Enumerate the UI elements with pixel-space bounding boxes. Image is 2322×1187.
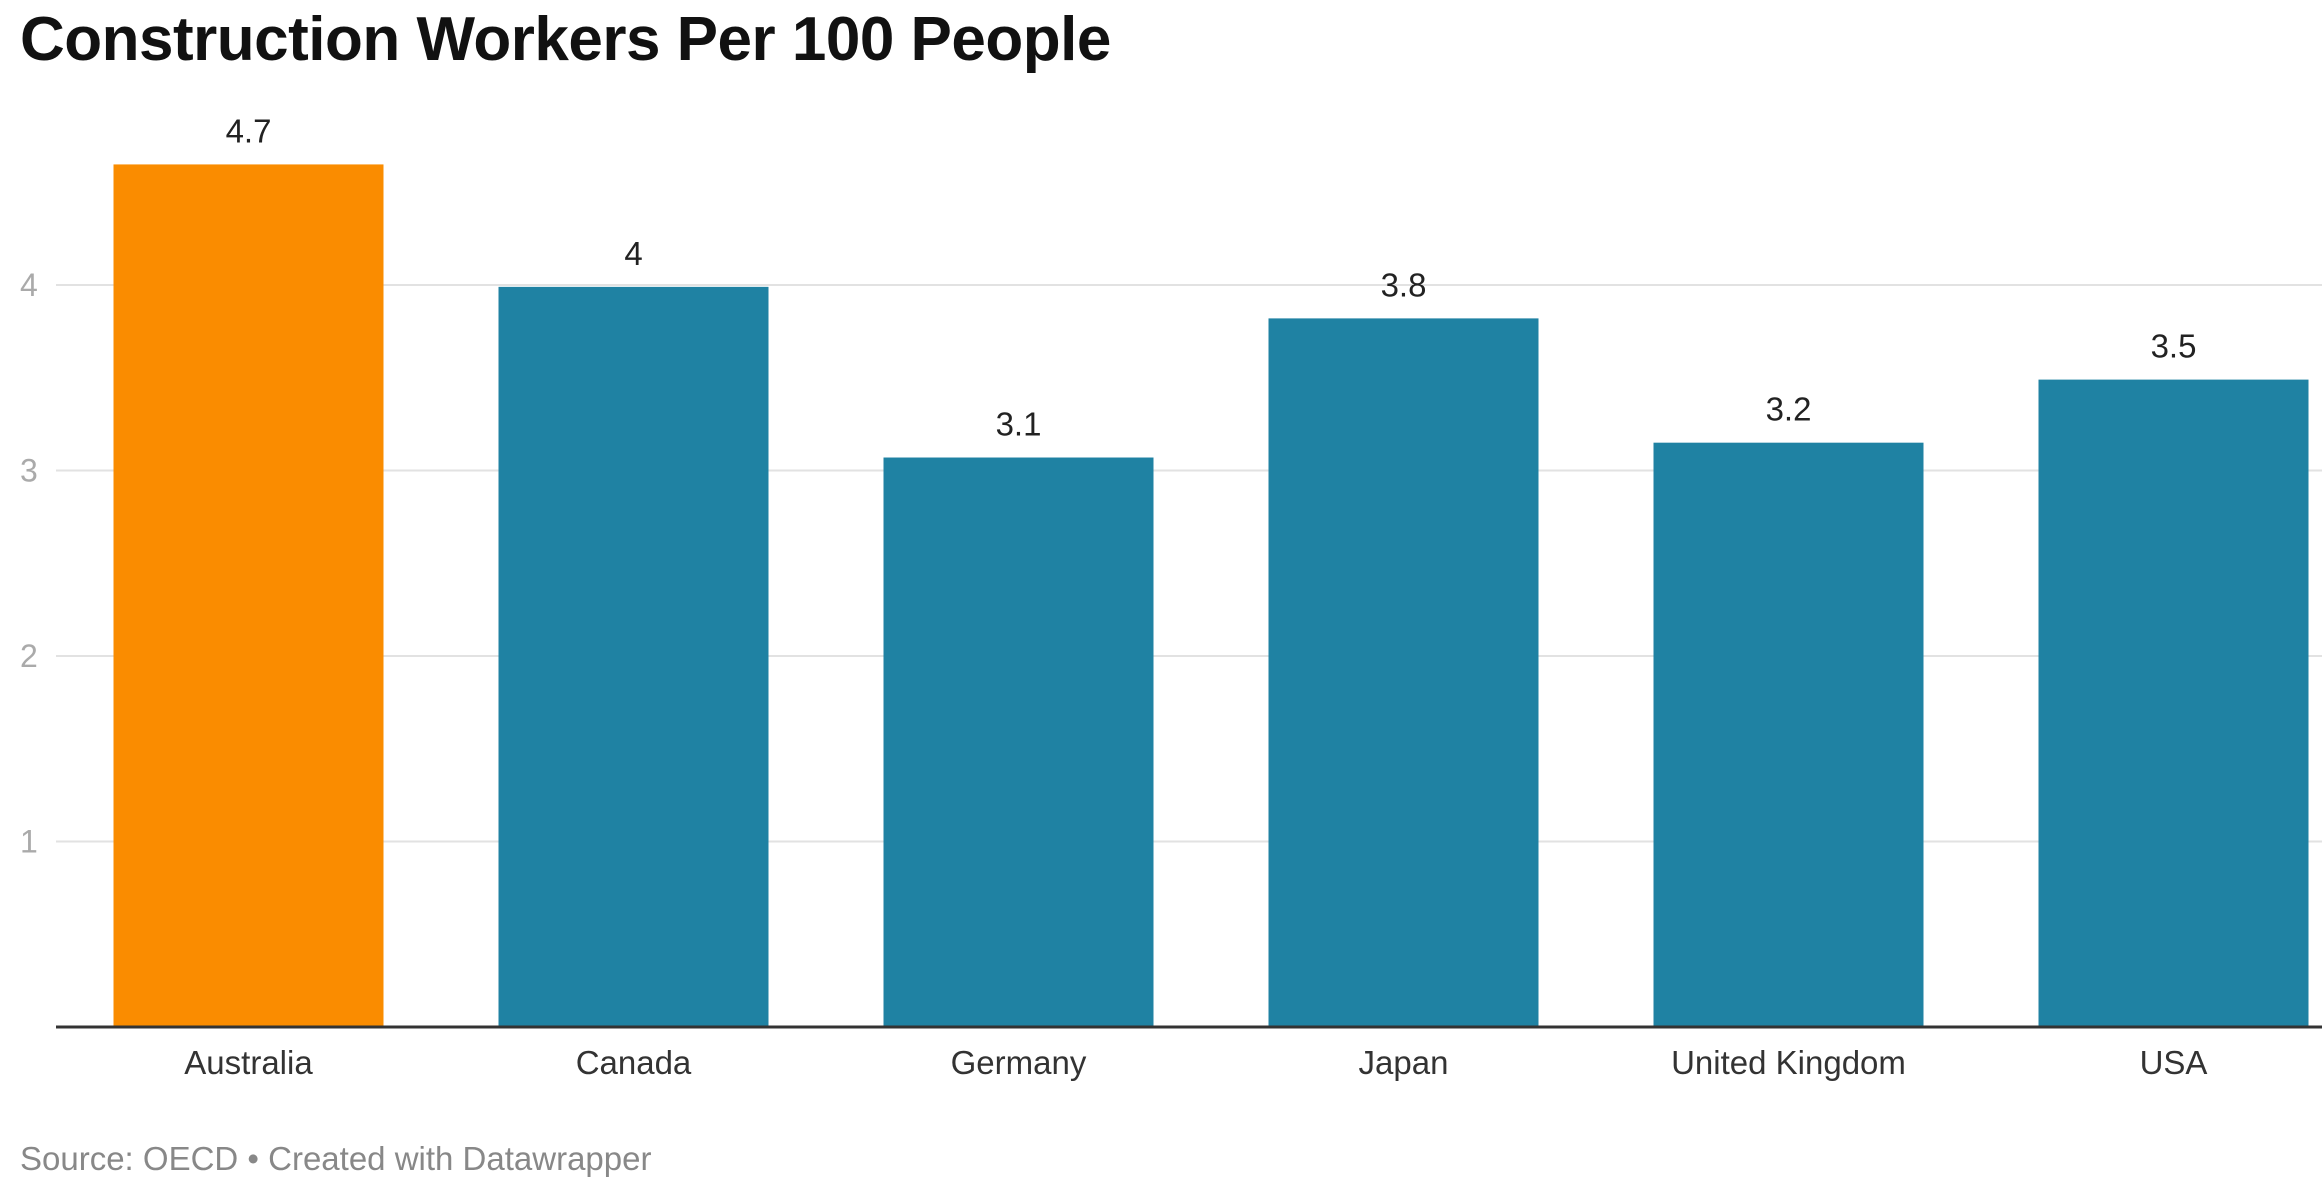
bar-united-kingdom [1653,442,1924,1027]
bar-australia [113,164,384,1028]
x-category-label: USA [2140,1044,2208,1081]
x-category-label: Australia [184,1044,313,1081]
y-tick-label: 1 [20,824,38,860]
bar-germany [883,457,1154,1027]
y-tick-label: 4 [20,267,38,303]
x-category-label: United Kingdom [1671,1044,1906,1081]
value-label: 4 [624,235,642,272]
value-label: 3.8 [1381,266,1427,303]
bar-usa [2038,379,2309,1028]
y-tick-label: 2 [20,638,38,674]
y-axis-ticks: 1 2 3 4 [20,267,38,860]
bar-japan [1268,318,1539,1027]
gridlines [56,284,2322,843]
x-category-label: Japan [1359,1044,1449,1081]
x-axis-labels: Australia Canada Germany Japan United Kingdo… [184,1044,2207,1081]
y-tick-label: 3 [20,453,38,489]
bars [113,164,2309,1028]
value-label: 4.7 [226,112,272,149]
bar-canada [498,286,769,1028]
chart-title: Construction Workers Per 100 People [20,5,1111,74]
x-category-label: Canada [576,1044,692,1081]
value-label: 3.5 [2151,328,2197,365]
source-note: Source: OECD • Created with Datawrapper [20,1140,652,1177]
x-category-label: Germany [951,1044,1087,1081]
value-label: 3.2 [1766,391,1812,428]
value-labels: 4.7 4 3.1 3.8 3.2 3.5 [226,112,2197,442]
value-label: 3.1 [996,406,1042,443]
